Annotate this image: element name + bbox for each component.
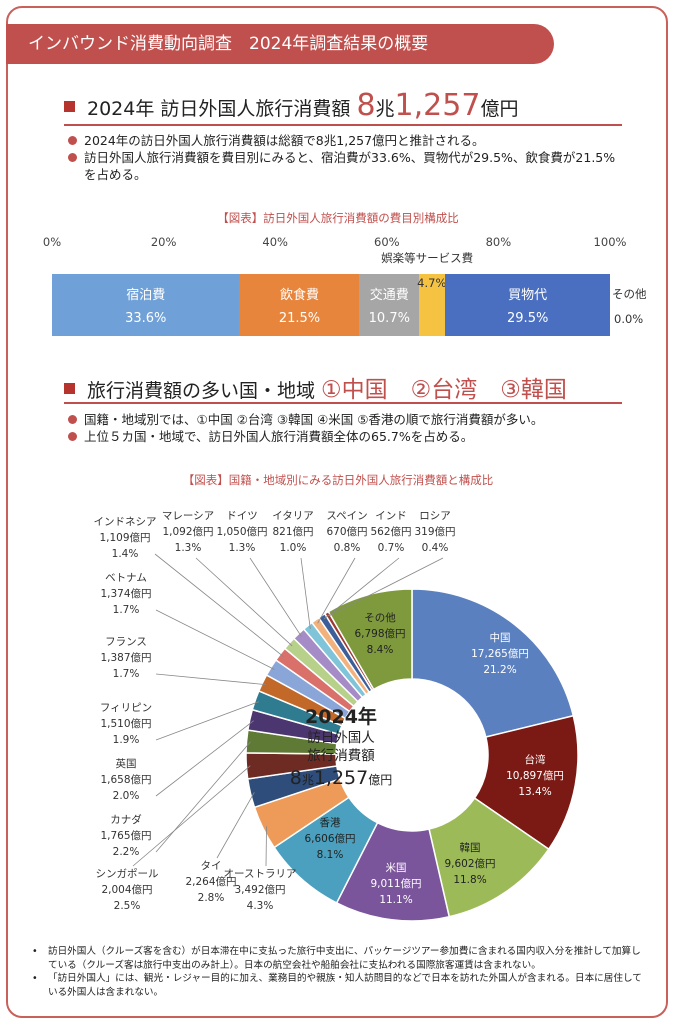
bar-segment-value: 29.5% bbox=[507, 311, 549, 326]
bullet-item: 訪日外国人旅行消費額を費目別にみると、宿泊費が33.6%、買物代が29.5%、飲… bbox=[66, 149, 626, 183]
pie-chart-title: 【図表】国籍・地域別にみる訪日外国人旅行消費額と構成比 bbox=[182, 473, 494, 487]
bar-segment-value: 4.7% bbox=[417, 276, 447, 290]
bar-segment: 飲食費 21.5% bbox=[239, 274, 360, 336]
bar-segment-name: 宿泊費 bbox=[126, 288, 166, 303]
pie-slice-label: 英国 1,658億円 2.0% bbox=[100, 758, 152, 802]
bar-segment: 買物代 29.5% bbox=[445, 274, 610, 336]
pie-center-unit1: 兆 bbox=[301, 773, 314, 787]
pie-center-oku: 1,257 bbox=[313, 767, 369, 789]
pie-center-line1: 訪日外国人 bbox=[307, 730, 375, 746]
bullet-item: 国籍・地域別では、①中国 ②台湾 ③韓国 ④米国 ⑤香港の順で旅行消費額が多い。 bbox=[66, 411, 626, 428]
section2-rule bbox=[64, 402, 622, 404]
bar-chart-title: 【図表】訪日外国人旅行消費額の費目別構成比 bbox=[217, 211, 459, 225]
bullet-item: 上位５カ国・地域で、訪日外国人旅行消費額全体の65.7%を占める。 bbox=[66, 428, 626, 445]
pie-slice-label: マレーシア 1,092億円 1.3% bbox=[161, 510, 215, 554]
pie-slice-label: インド 562億円 0.7% bbox=[370, 510, 412, 554]
bar-axis-tick: 20% bbox=[150, 235, 177, 249]
section1-bullets: 2024年の訪日外国人旅行消費額は総額で8兆1,257億円と推計される。 訪日外… bbox=[66, 132, 626, 183]
pie-slice-label: その他 6,798億円 8.4% bbox=[354, 612, 406, 656]
pie-slice-label: ドイツ 1,050億円 1.3% bbox=[216, 510, 268, 554]
bar-segment-name: その他 bbox=[612, 287, 647, 301]
bar-segment: 宿泊費 33.6% bbox=[52, 274, 240, 336]
pie-slice-label: フィリピン 1,510億円 1.9% bbox=[99, 702, 153, 746]
pie-slice-label: タイ 2,264億円 2.8% bbox=[185, 860, 237, 904]
section2-bullets: 国籍・地域別では、①中国 ②台湾 ③韓国 ④米国 ⑤香港の順で旅行消費額が多い。… bbox=[66, 411, 626, 445]
pie-slice-label: イタリア 821億円 1.0% bbox=[272, 510, 314, 554]
pie-slice-label: 中国 17,265億円 21.2% bbox=[471, 632, 529, 676]
bar-segment-value: 33.6% bbox=[125, 311, 167, 326]
pie-center-trillion: 8 bbox=[289, 767, 302, 789]
pie-slice-label: スペイン 670億円 0.8% bbox=[326, 510, 368, 554]
section1-heading-text: 2024年 訪日外国人旅行消費額 bbox=[87, 98, 357, 120]
bar-segment-value: 10.7% bbox=[368, 311, 410, 326]
pie-center: 2024年 訪日外国人 旅行消費額 8兆1,257億円 bbox=[271, 705, 411, 793]
pie-center-year: 2024年 bbox=[305, 706, 377, 728]
bar-segment-name: 飲食費 bbox=[279, 288, 319, 303]
total-unit-oku: 億円 bbox=[480, 98, 519, 120]
top-three-ranking: ①中国 ②台湾 ③韓国 bbox=[321, 377, 567, 403]
pie-slice-label: カナダ 1,765億円 2.2% bbox=[100, 814, 152, 858]
pie-slice-label: 香港 6,606億円 8.1% bbox=[304, 817, 356, 861]
pie-slice-label: 米国 9,011億円 11.1% bbox=[370, 862, 422, 906]
bar-axis-tick: 80% bbox=[485, 235, 512, 249]
pie-center-line2: 旅行消費額 bbox=[307, 748, 375, 764]
bar-axis-tick: 60% bbox=[374, 235, 400, 249]
section1-heading: 2024年 訪日外国人旅行消費額 8兆1,257億円 bbox=[64, 88, 518, 123]
pie-slice-label: ベトナム 1,374億円 1.7% bbox=[100, 572, 152, 616]
footnotes: 訪日外国人（クルーズ客を含む）が日本滞在中に支払った旅行中支出に、パッケージツア… bbox=[28, 945, 648, 999]
pie-slice-label: フランス 1,387億円 1.7% bbox=[100, 636, 152, 680]
bar-segment-name: 娯楽等サービス費 bbox=[381, 251, 474, 265]
bar-segment-value: 21.5% bbox=[278, 311, 321, 326]
pie-slice-label: インドネシア 1,109億円 1.4% bbox=[93, 516, 157, 560]
footnote: 訪日外国人（クルーズ客を含む）が日本滞在中に支払った旅行中支出に、パッケージツア… bbox=[28, 945, 648, 972]
pie-center-unit2: 億円 bbox=[368, 773, 393, 787]
section2-heading-text: 旅行消費額の多い国・地域 bbox=[87, 380, 322, 402]
bullet-item: 2024年の訪日外国人旅行消費額は総額で8兆1,257億円と推計される。 bbox=[66, 132, 626, 149]
pie-slice-label: オーストラリア 3,492億円 4.3% bbox=[223, 868, 297, 912]
bar-axis-tick: 0% bbox=[42, 235, 62, 249]
total-oku: 1,257 bbox=[394, 88, 481, 123]
section-marker-icon bbox=[64, 101, 75, 112]
total-trillion: 8 bbox=[356, 88, 376, 123]
section2-heading: 旅行消費額の多い国・地域 ①中国 ②台湾 ③韓国 bbox=[64, 370, 567, 404]
footnote: 「訪日外国人」には、観光・レジャー目的に加え、業務目的や親族・知人訪問目的などで… bbox=[28, 972, 648, 999]
pie-slice-label: ロシア 319億円 0.4% bbox=[414, 510, 456, 554]
bar-segment: 交通費 10.7% bbox=[359, 274, 420, 336]
pie-slice-label: 台湾 10,897億円 13.4% bbox=[506, 754, 564, 798]
bar-segment-name: 買物代 bbox=[508, 288, 548, 303]
pie-center-total: 8兆1,257億円 bbox=[271, 765, 411, 793]
pie-slice-label: シンガポール 2,004億円 2.5% bbox=[95, 868, 159, 912]
total-unit-trillion: 兆 bbox=[375, 98, 395, 120]
page-frame bbox=[6, 6, 668, 1018]
bar-axis-tick: 40% bbox=[262, 235, 288, 249]
bar-segment-name: 交通費 bbox=[369, 288, 409, 303]
section1-rule bbox=[64, 124, 622, 126]
pie-slice-label: 韓国 9,602億円 11.8% bbox=[444, 842, 496, 886]
bar-segment-value: 0.0% bbox=[614, 312, 644, 326]
bar-axis-tick: 100% bbox=[593, 235, 627, 249]
report-banner: インバウンド消費動向調査 2024年調査結果の概要 bbox=[6, 24, 554, 64]
bar-segment bbox=[419, 274, 446, 336]
section-marker-icon bbox=[64, 383, 75, 394]
